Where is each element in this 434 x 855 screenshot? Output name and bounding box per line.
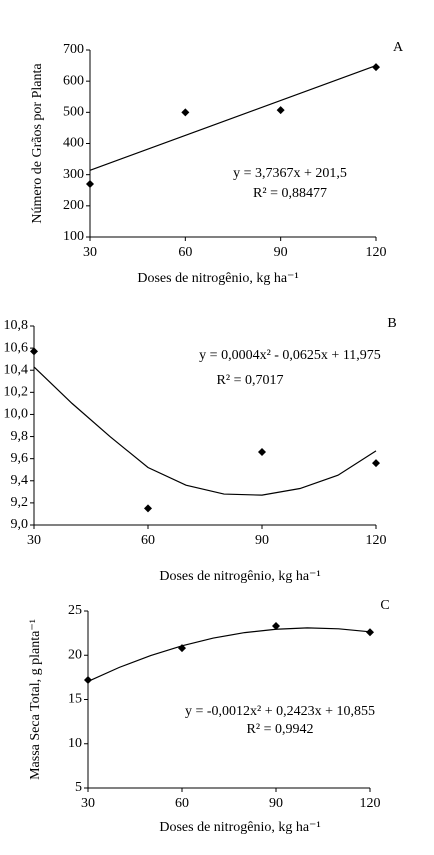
y-tick-label: 500: [63, 105, 84, 120]
y-tick-label: 100: [63, 229, 84, 244]
y-tick-label: 10,6: [4, 340, 29, 355]
r-squared: R² = 0,7017: [217, 373, 284, 388]
y-axis-label: Número de Grãos por Planta: [30, 63, 45, 224]
point: [258, 448, 266, 457]
x-tick-label: 120: [366, 533, 387, 548]
panel-label: B: [387, 316, 396, 331]
x-tick-label: 60: [141, 533, 155, 548]
point: [86, 180, 94, 189]
x-tick-label: 120: [360, 796, 381, 811]
x-tick-label: 60: [178, 245, 192, 260]
y-tick-label: 10,2: [4, 385, 29, 400]
y-tick-label: 600: [63, 73, 84, 88]
y-tick-label: 700: [63, 42, 84, 57]
x-tick-label: 30: [83, 245, 97, 260]
x-axis-label: Doses de nitrogênio, kg ha⁻¹: [159, 569, 320, 584]
x-tick-label: 90: [255, 533, 269, 548]
equation: y = 0,0004x² - 0,0625x + 11,975: [199, 348, 381, 363]
y-tick-label: 9,6: [11, 451, 29, 466]
point: [372, 459, 380, 468]
y-tick-label: 9,2: [11, 495, 29, 510]
y-tick-label: 200: [63, 198, 84, 213]
x-tick-label: 60: [175, 796, 189, 811]
y-tick-label: 15: [68, 692, 82, 707]
point: [276, 106, 285, 115]
y-tick-label: 10,4: [4, 362, 29, 377]
y-tick-label: 9,0: [11, 517, 29, 532]
y-tick-label: 9,4: [11, 473, 29, 488]
point: [178, 644, 186, 653]
equation: y = -0,0012x² + 0,2423x + 10,855: [185, 704, 375, 719]
x-tick-label: 30: [27, 533, 41, 548]
y-tick-label: 300: [63, 167, 84, 182]
x-axis-label: Doses de nitrogênio, kg ha⁻¹: [159, 820, 320, 835]
y-tick-label: 25: [68, 603, 82, 618]
panel-label: A: [393, 40, 404, 55]
y-tick-label: 10: [68, 736, 82, 751]
x-tick-label: 90: [274, 245, 288, 260]
fit-line: [33, 366, 377, 496]
r-squared: R² = 0,9942: [247, 722, 314, 737]
y-tick-label: 10,8: [4, 318, 29, 333]
y-axis-label: Massa Seca Total, g planta⁻¹: [28, 619, 43, 780]
y-tick-label: 5: [75, 780, 82, 795]
panel-label: C: [380, 598, 389, 613]
point: [372, 63, 380, 72]
x-tick-label: 30: [81, 796, 95, 811]
point: [30, 347, 38, 356]
point: [84, 676, 92, 685]
equation: y = 3,7367x + 201,5: [233, 166, 347, 181]
r-squared: R² = 0,88477: [253, 186, 327, 201]
point: [366, 628, 374, 637]
x-tick-label: 120: [366, 245, 387, 260]
y-tick-label: 10,0: [4, 407, 29, 422]
x-tick-label: 90: [269, 796, 283, 811]
y-tick-label: 9,8: [11, 429, 29, 444]
y-tick-label: 20: [68, 647, 82, 662]
x-axis-label: Doses de nitrogênio, kg ha⁻¹: [137, 271, 298, 286]
fit-line: [87, 627, 371, 682]
y-tick-label: 400: [63, 136, 84, 151]
point: [181, 108, 190, 117]
fit-line: [89, 65, 377, 171]
point: [144, 504, 152, 513]
point: [272, 622, 280, 631]
